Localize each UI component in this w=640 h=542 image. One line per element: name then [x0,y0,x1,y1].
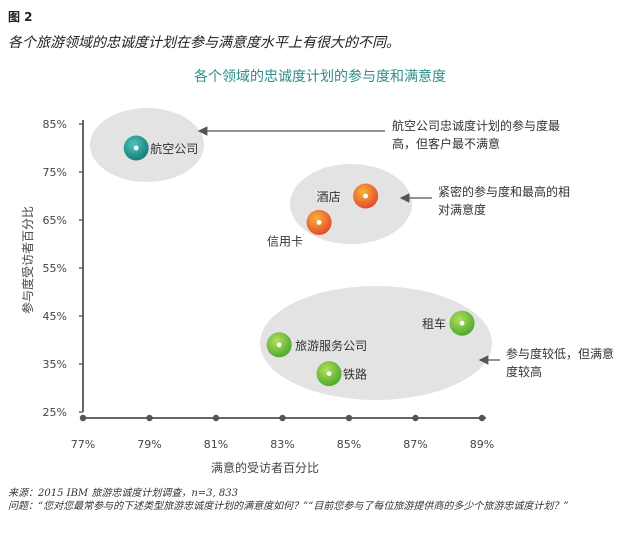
data-label: 酒店 [317,190,341,204]
annotation-text: 紧密的参与度和最高的相 [438,184,570,199]
x-tick-label: 89% [470,438,494,451]
annotation-text: 参与度较低，但满意 [506,346,614,361]
x-tick-label: 85% [337,438,361,451]
data-point-center [459,320,465,326]
x-tick-dot [478,414,486,422]
chart-title: 各个领域的忠诚度计划的参与度和满意度 [194,69,446,85]
x-tick-dot [79,414,87,422]
x-tick-label: 87% [403,438,427,451]
y-tick-label: 85% [43,118,67,131]
y-tick-label: 25% [43,406,67,419]
data-label: 信用卡 [267,234,303,248]
annotation-text: 对满意度 [438,202,486,217]
x-tick-label: 83% [270,438,294,451]
y-tick-label: 35% [43,358,67,371]
x-tick-label: 77% [71,438,95,451]
figure-label: 图 2 [8,10,33,24]
data-label: 航空公司 [150,141,198,156]
source-note: 来源：2015 IBM 旅游忠诚度计划调查，n=3, 833 [8,488,238,499]
data-point-center [133,145,139,151]
y-tick-label: 75% [43,166,67,179]
data-point-center [276,342,282,348]
data-label: 租车 [422,316,446,331]
data-point-center [363,193,369,199]
x-tick-dot [146,414,153,422]
cluster-ellipse [290,164,412,244]
question-note: 问题：“您对您最常参与的下述类型旅游忠诚度计划的满意度如何？”“目前您参与了每位… [8,501,569,512]
annotation-text: 度较高 [506,364,542,379]
y-tick-label: 55% [43,262,67,275]
annotation-text: 高，但客户最不满意 [392,136,500,151]
data-label: 铁路 [343,367,367,382]
x-tick-dot [279,414,286,422]
x-axis-label: 满意的受访者百分比 [211,460,319,475]
x-tick-label: 81% [204,438,228,451]
data-point-center [326,371,332,376]
x-tick-dot [212,414,220,422]
data-point-center [316,220,322,225]
x-tick-dot [412,414,419,422]
y-tick-label: 45% [43,310,67,323]
scatter-chart: 85% 75% 65% 55% 45% 35% 25% 77% 79% 81% 83% 85% 87% 8… [20,108,614,475]
x-tick-label: 79% [137,438,161,451]
figure-caption: 各个旅游领域的忠诚度计划在参与满意度水平上有很大的不同。 [8,35,400,51]
x-tick-dot [345,414,353,422]
y-tick-label: 65% [43,214,67,227]
y-axis-label: 参与度受访者百分比 [20,206,35,314]
data-label: 旅游服务公司 [295,338,367,353]
annotation-text: 航空公司忠诚度计划的参与度最 [392,118,560,133]
